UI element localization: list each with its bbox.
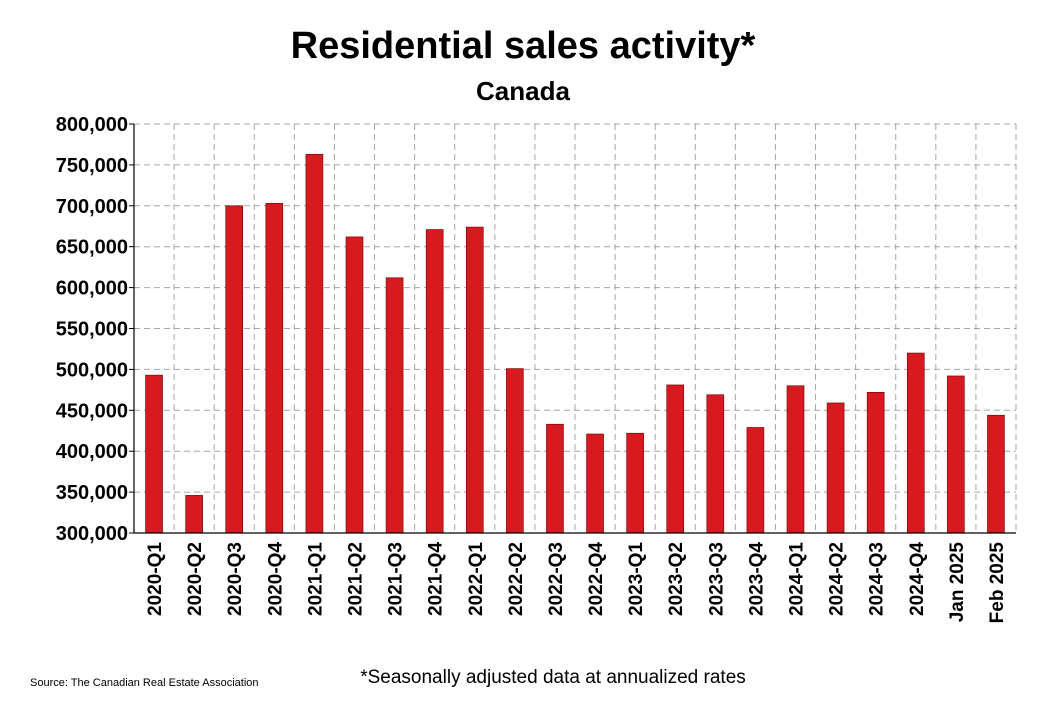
x-tick-label: 2020-Q3	[225, 542, 246, 616]
bar	[425, 229, 444, 534]
x-tick-label: 2021-Q3	[386, 542, 407, 616]
bar	[987, 414, 1005, 534]
x-tick-label: Jan 2025	[947, 542, 968, 623]
x-tick-label: 2023-Q2	[666, 542, 687, 616]
bar	[666, 384, 685, 534]
y-tick-label: 450,000	[56, 400, 128, 422]
x-tick-label: 2024-Q1	[787, 542, 808, 616]
x-tick-label: 2022-Q1	[466, 542, 487, 616]
bar	[746, 427, 765, 534]
bar	[706, 394, 725, 534]
bar	[626, 432, 644, 534]
chart-title: Residential sales activity*	[291, 25, 756, 67]
x-tick-label: 2022-Q3	[546, 542, 567, 616]
y-tick-label: 800,000	[56, 114, 128, 136]
bar	[265, 203, 284, 534]
y-tick-label: 400,000	[56, 441, 128, 463]
y-tick-label: 600,000	[56, 278, 128, 300]
x-tick-label: 2024-Q2	[827, 542, 848, 616]
y-tick-label: 500,000	[56, 359, 128, 381]
bar	[506, 368, 524, 534]
x-tick-label: 2022-Q2	[506, 542, 527, 616]
x-tick-label: 2023-Q3	[706, 542, 727, 616]
bar	[225, 205, 244, 534]
source-note: Source: The Canadian Real Estate Associa…	[30, 677, 259, 689]
y-tick-label: 650,000	[56, 237, 128, 259]
y-tick-label: 700,000	[56, 196, 128, 218]
x-tick-label: 2021-Q2	[346, 542, 367, 616]
y-tick-label: 550,000	[56, 319, 128, 341]
bar	[826, 402, 845, 534]
footnote: *Seasonally adjusted data at annualized …	[360, 667, 746, 688]
grid	[134, 123, 1017, 533]
x-tick-label: 2021-Q1	[305, 542, 326, 616]
bar	[385, 277, 404, 534]
x-tick-label: 2020-Q2	[185, 542, 206, 616]
bar	[947, 375, 965, 534]
bar	[465, 226, 484, 534]
bar	[305, 153, 324, 534]
x-tick-label: 2022-Q4	[586, 542, 607, 616]
bar	[786, 385, 805, 534]
x-axis-ticks: 2020-Q1 2020-Q2 2020-Q3 2020-Q4 2021-Q1 2021-…	[145, 542, 1008, 624]
chart-subtitle: Canada	[476, 76, 570, 106]
x-tick-label: 2020-Q1	[145, 542, 166, 616]
y-tick-label: 750,000	[56, 155, 128, 177]
bar	[345, 236, 364, 534]
x-tick-label: 2024-Q4	[907, 542, 928, 616]
bar	[546, 423, 564, 534]
x-tick-label: Feb 2025	[987, 542, 1008, 624]
axes	[129, 123, 1016, 534]
x-tick-label: 2020-Q4	[265, 542, 286, 616]
bar	[586, 433, 604, 534]
x-tick-label: 2021-Q4	[426, 542, 447, 616]
y-tick-label: 350,000	[56, 482, 128, 504]
bar	[866, 392, 885, 534]
bar	[185, 495, 203, 534]
bar	[906, 352, 925, 534]
y-tick-label: 300,000	[56, 523, 128, 545]
x-tick-label: 2024-Q3	[867, 542, 888, 616]
x-tick-label: 2023-Q4	[746, 542, 767, 616]
x-tick-label: 2023-Q1	[626, 542, 647, 616]
bars	[145, 153, 1005, 534]
bar	[145, 374, 163, 534]
y-axis-ticks: 300,000 350,000 400,000 450,000 500,000 550,0…	[56, 114, 128, 545]
